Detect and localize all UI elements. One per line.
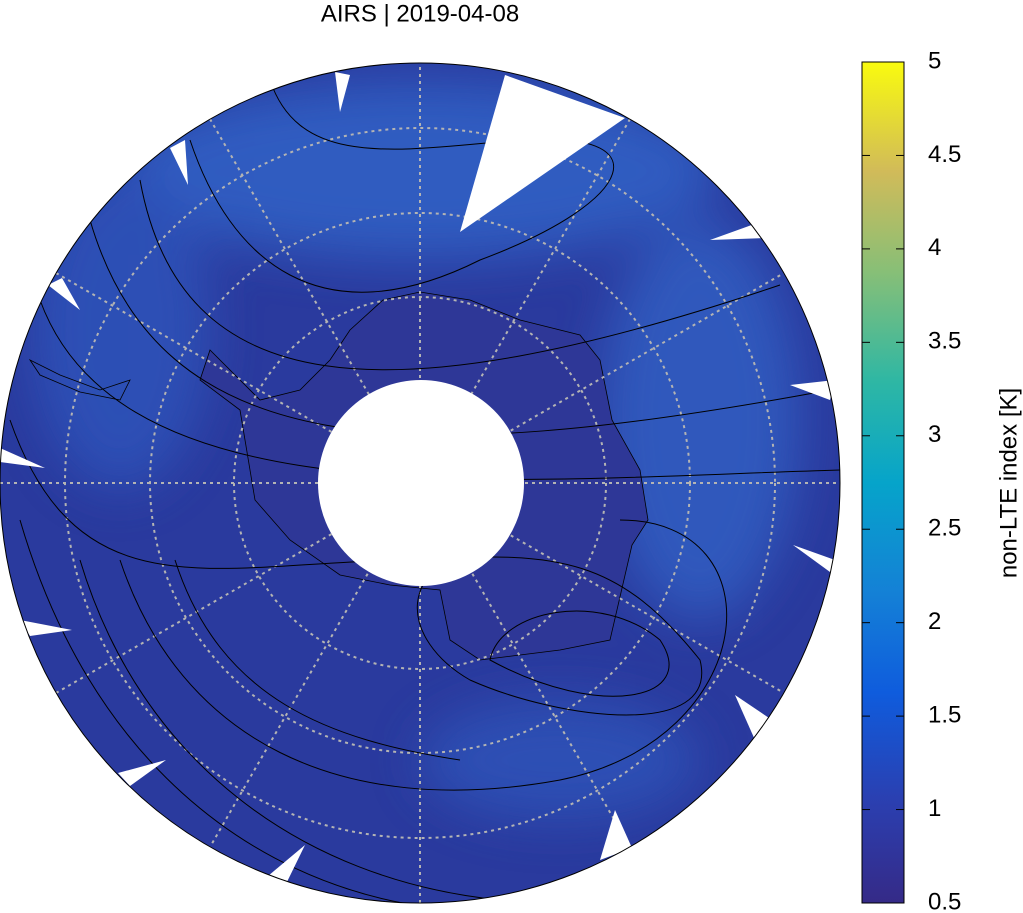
colorbar-tick-label: 1	[928, 795, 941, 822]
colorbar-tick-label: 1.5	[928, 701, 961, 728]
colorbar-tick-label: 2	[928, 608, 941, 635]
colorbar-label: non-LTE index [K]	[995, 388, 1022, 578]
colorbar	[861, 61, 905, 904]
colorbar-tick-label: 3.5	[928, 328, 961, 355]
map-border	[0, 62, 841, 904]
colorbar-tick-label: 3	[928, 421, 941, 448]
map	[0, 63, 840, 903]
colorbar-tick-label: 2.5	[928, 515, 961, 542]
colorbar-tick-label: 4	[928, 234, 941, 261]
colorbar-tick-label: 0.5	[928, 888, 961, 913]
colorbar-tick-label: 5	[928, 47, 941, 74]
colorbar-tick-label: 4.5	[928, 141, 961, 168]
title: AIRS | 2019-04-08	[321, 0, 519, 27]
